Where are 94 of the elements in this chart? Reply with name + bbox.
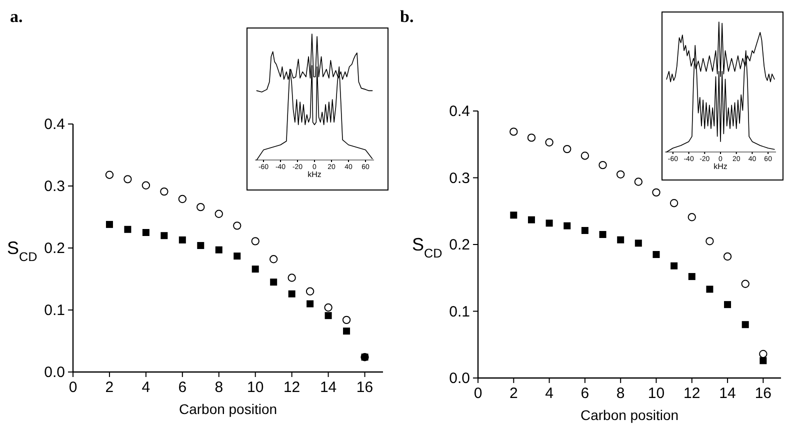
point <box>688 213 696 222</box>
point <box>306 300 314 308</box>
point <box>106 220 113 228</box>
point <box>528 216 535 224</box>
x-tick-label: 0 <box>68 379 78 396</box>
point <box>706 237 714 246</box>
point <box>252 266 259 273</box>
point <box>124 175 132 184</box>
point <box>545 138 554 146</box>
point <box>670 199 678 208</box>
point <box>343 328 350 335</box>
point <box>251 237 260 246</box>
x-tick-label: 2 <box>105 379 114 396</box>
x-tick-label: 0 <box>474 385 482 402</box>
point <box>652 251 660 258</box>
point <box>616 170 625 179</box>
point <box>234 252 241 260</box>
y-tick-label: 0.2 <box>449 236 470 254</box>
point <box>617 236 624 244</box>
point <box>741 280 750 288</box>
x-tick-label: 16 <box>356 379 374 396</box>
point <box>634 178 643 186</box>
point <box>324 303 332 312</box>
point <box>269 255 278 264</box>
chart-title: b. <box>400 7 414 26</box>
point <box>288 274 296 282</box>
y-tick-label: 0.3 <box>449 170 470 187</box>
x-tick-label: 10 <box>648 385 665 402</box>
x-axis-title: kHz <box>714 162 728 171</box>
point <box>580 152 590 160</box>
x-tick-label: 4 <box>545 385 554 402</box>
point <box>142 181 150 190</box>
point <box>197 242 204 250</box>
point <box>324 312 332 320</box>
point <box>214 210 223 218</box>
point <box>215 246 222 254</box>
point <box>723 252 732 261</box>
point <box>563 144 572 154</box>
x-axis-title: Carbon position <box>580 407 679 423</box>
y-axis-title: S$_{CD}$ <box>412 234 442 260</box>
point <box>160 232 168 240</box>
point <box>342 316 351 324</box>
x-axis-title: Carbon position <box>178 401 278 417</box>
point <box>634 240 642 247</box>
x-tick-label: 8 <box>616 385 625 402</box>
point <box>270 278 278 286</box>
point <box>510 128 518 136</box>
y-tick-label: 0.0 <box>449 370 470 387</box>
x-tick-label: 6 <box>178 379 187 396</box>
point <box>564 222 571 230</box>
y-tick-label: 0.4 <box>449 103 470 120</box>
x-tick-label: 14 <box>320 379 337 396</box>
point <box>598 160 607 170</box>
point <box>706 286 714 293</box>
point <box>196 202 205 212</box>
point <box>652 188 660 197</box>
point <box>178 236 186 244</box>
y-axis-title: S$_{CD}$ <box>7 238 38 264</box>
y-tick-label: 0.2 <box>44 240 65 257</box>
x-tick-label: 8 <box>214 379 224 396</box>
x-tick-label: 16 <box>754 385 772 402</box>
x-axis-title: kHz <box>308 170 322 179</box>
y-tick-label: 0.3 <box>44 178 65 195</box>
x-tick-label: 12 <box>283 379 300 396</box>
y-tick-label: 0.4 <box>44 116 65 133</box>
point <box>581 226 588 234</box>
point <box>306 287 314 296</box>
point <box>759 350 768 358</box>
point <box>288 290 296 298</box>
point <box>599 230 606 238</box>
point <box>688 273 696 280</box>
point <box>510 212 518 219</box>
x-tick-label: 14 <box>719 385 736 402</box>
point <box>546 220 553 227</box>
x-tick-label: 6 <box>580 385 590 402</box>
chart-title: a. <box>10 7 23 26</box>
point <box>527 134 536 142</box>
point <box>670 262 678 270</box>
x-tick-label: 4 <box>142 379 150 396</box>
x-tick-label: 10 <box>247 379 264 396</box>
point <box>142 229 150 236</box>
y-tick-label: 0.0 <box>44 364 65 381</box>
point <box>233 222 242 230</box>
point <box>724 301 732 308</box>
x-tick-label: 12 <box>684 385 700 402</box>
y-tick-label: 0.1 <box>44 302 65 319</box>
point <box>742 321 749 328</box>
point <box>124 226 132 233</box>
point <box>760 357 767 364</box>
y-tick-label: 0.1 <box>449 303 470 320</box>
point <box>105 170 114 179</box>
point <box>178 194 187 204</box>
x-tick-label: 2 <box>509 385 518 402</box>
point <box>160 187 168 196</box>
